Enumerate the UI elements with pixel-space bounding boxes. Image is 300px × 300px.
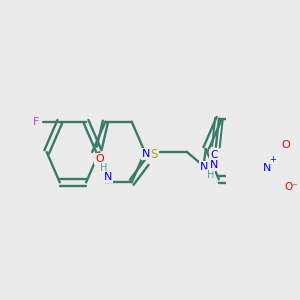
Text: N: N xyxy=(209,160,218,170)
Text: F: F xyxy=(33,117,40,127)
Text: H: H xyxy=(100,163,108,173)
Text: +: + xyxy=(270,155,277,164)
Text: H: H xyxy=(207,170,214,180)
Text: N: N xyxy=(200,162,208,172)
Text: O⁻: O⁻ xyxy=(284,182,298,192)
Text: N: N xyxy=(141,149,150,159)
Text: N: N xyxy=(103,172,112,182)
Text: N: N xyxy=(263,163,271,173)
Text: O: O xyxy=(95,154,104,164)
Text: S: S xyxy=(151,148,158,161)
Text: O: O xyxy=(281,140,290,150)
Text: C: C xyxy=(210,150,218,160)
